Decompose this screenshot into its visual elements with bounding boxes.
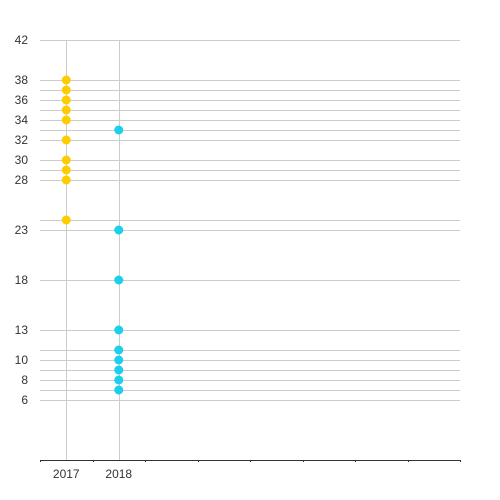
vertical-gridlines bbox=[66, 40, 120, 460]
y-tick-label: 36 bbox=[15, 93, 29, 107]
data-point bbox=[114, 365, 124, 375]
y-tick-labels: 6 8 10 13 18 23 28 30 32 34 36 38 42 bbox=[15, 33, 29, 407]
data-point bbox=[114, 375, 124, 385]
data-points bbox=[61, 75, 124, 395]
y-tick-label: 34 bbox=[15, 113, 29, 127]
data-point bbox=[114, 225, 124, 235]
y-tick-label: 32 bbox=[15, 133, 29, 147]
y-tick-label: 6 bbox=[21, 393, 28, 407]
data-point bbox=[61, 75, 71, 85]
data-point bbox=[61, 165, 71, 175]
data-point bbox=[114, 345, 124, 355]
data-point bbox=[61, 175, 71, 185]
y-tick-label: 18 bbox=[15, 273, 29, 287]
y-tick-label: 30 bbox=[15, 153, 29, 167]
data-point bbox=[61, 215, 71, 225]
y-tick-label: 42 bbox=[15, 33, 29, 47]
x-tick-labels: 2017 2018 bbox=[53, 467, 133, 481]
data-point bbox=[114, 325, 124, 335]
data-point bbox=[61, 135, 71, 145]
data-point bbox=[114, 275, 124, 285]
data-point bbox=[114, 355, 124, 365]
data-point bbox=[61, 95, 71, 105]
data-point bbox=[61, 115, 71, 125]
data-point bbox=[114, 125, 124, 135]
y-tick-label: 23 bbox=[15, 223, 29, 237]
gridlines bbox=[40, 40, 460, 401]
y-tick-label: 10 bbox=[15, 353, 29, 367]
data-point bbox=[61, 85, 71, 95]
data-point bbox=[61, 105, 71, 115]
x-tick-label: 2017 bbox=[53, 467, 80, 481]
y-tick-label: 8 bbox=[21, 373, 28, 387]
y-tick-label: 13 bbox=[15, 323, 29, 337]
y-tick-label: 38 bbox=[15, 73, 29, 87]
data-point bbox=[61, 155, 71, 165]
axes bbox=[40, 460, 461, 462]
data-point bbox=[114, 385, 124, 395]
x-tick-label: 2018 bbox=[105, 467, 132, 481]
y-tick-label: 28 bbox=[15, 173, 29, 187]
